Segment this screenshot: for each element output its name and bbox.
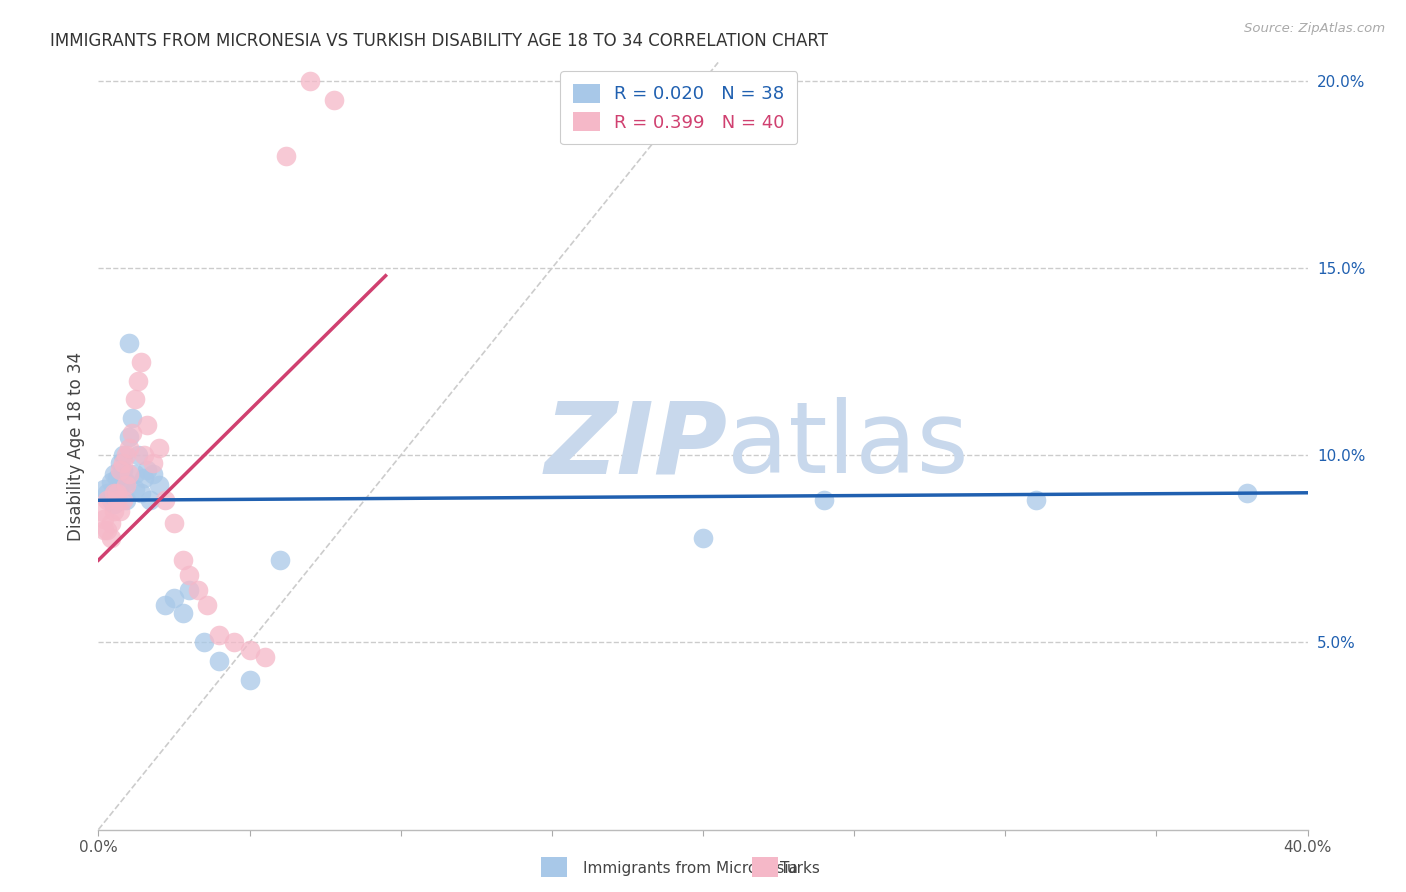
Text: IMMIGRANTS FROM MICRONESIA VS TURKISH DISABILITY AGE 18 TO 34 CORRELATION CHART: IMMIGRANTS FROM MICRONESIA VS TURKISH DI… [51, 32, 828, 50]
Point [103, 497, 125, 511]
Point [153, 598, 176, 612]
Point [93, 512, 115, 526]
Point [108, 463, 131, 477]
Point [135, 463, 157, 477]
Point [114, 478, 136, 492]
Point [127, 374, 149, 388]
Point [1236, 485, 1258, 500]
Point [208, 628, 231, 642]
Text: Turks: Turks [780, 862, 820, 876]
Point [114, 493, 136, 508]
Point [148, 478, 170, 492]
Point [121, 411, 143, 425]
Point [135, 418, 157, 433]
Point [105, 493, 128, 508]
Point [90, 504, 112, 518]
Point [323, 93, 346, 107]
Point [269, 553, 291, 567]
Point [108, 456, 131, 470]
Point [96, 493, 118, 508]
Point [100, 475, 122, 489]
Text: Immigrants from Micronesia: Immigrants from Micronesia [583, 862, 799, 876]
Point [153, 493, 176, 508]
Point [193, 635, 215, 649]
Point [111, 463, 134, 477]
Point [1024, 493, 1046, 508]
Point [253, 650, 276, 665]
Point [111, 448, 134, 462]
Point [93, 482, 115, 496]
Point [108, 504, 131, 518]
Text: atlas: atlas [727, 398, 969, 494]
Text: ZIP: ZIP [544, 398, 727, 494]
Point [274, 149, 297, 163]
Point [118, 467, 141, 481]
Point [139, 493, 162, 508]
Y-axis label: Disability Age 18 to 34: Disability Age 18 to 34 [66, 351, 84, 541]
Point [129, 355, 152, 369]
Point [239, 673, 262, 687]
Point [172, 553, 194, 567]
Point [208, 654, 231, 668]
Point [142, 467, 165, 481]
Point [224, 635, 246, 649]
Point [118, 441, 141, 455]
Point [124, 392, 146, 407]
Point [121, 425, 143, 440]
Point [813, 493, 835, 508]
Point [96, 523, 118, 537]
Point [100, 531, 122, 545]
Point [114, 475, 136, 489]
Point [114, 448, 136, 462]
Text: Source: ZipAtlas.com: Source: ZipAtlas.com [1244, 22, 1385, 36]
Point [111, 456, 134, 470]
Point [127, 448, 149, 462]
Point [103, 467, 125, 481]
Point [239, 643, 262, 657]
Point [96, 485, 118, 500]
Point [100, 493, 122, 508]
Point [129, 485, 152, 500]
Point [124, 467, 146, 481]
Point [148, 441, 170, 455]
Point [195, 598, 218, 612]
Point [132, 448, 155, 462]
Point [132, 471, 155, 485]
Point [118, 430, 141, 444]
Point [179, 583, 201, 598]
Legend: R = 0.020   N = 38, R = 0.399   N = 40: R = 0.020 N = 38, R = 0.399 N = 40 [560, 71, 797, 145]
Point [100, 516, 122, 530]
Point [105, 485, 128, 500]
Point [163, 516, 186, 530]
Point [163, 591, 186, 605]
Point [105, 471, 128, 485]
Point [172, 606, 194, 620]
Point [108, 478, 131, 492]
Point [179, 568, 201, 582]
Point [93, 523, 115, 537]
Point [103, 485, 125, 500]
Point [142, 456, 165, 470]
Point [111, 493, 134, 508]
Point [105, 490, 128, 504]
Point [103, 504, 125, 518]
Point [124, 482, 146, 496]
Point [187, 583, 209, 598]
Point [118, 336, 141, 351]
Point [692, 531, 714, 545]
Point [299, 74, 322, 88]
